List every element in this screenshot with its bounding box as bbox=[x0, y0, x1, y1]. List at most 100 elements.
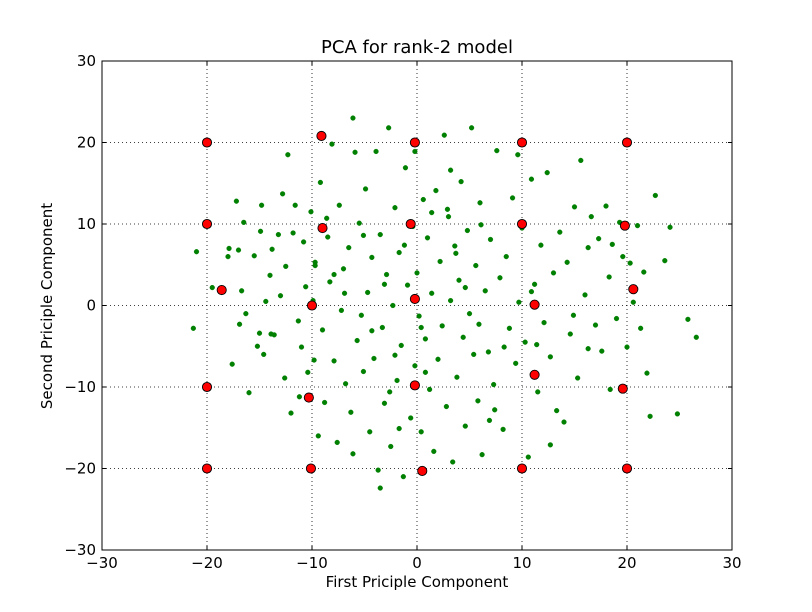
green-point bbox=[613, 315, 620, 322]
green-point bbox=[311, 357, 317, 363]
green-point bbox=[460, 334, 466, 340]
green-point bbox=[312, 262, 318, 269]
green-point bbox=[674, 411, 681, 417]
y-tick-label: 30 bbox=[77, 52, 96, 70]
green-point bbox=[236, 321, 243, 327]
green-point bbox=[441, 132, 447, 138]
y-tick-labels: −30 −20 −10 0 10 20 30 bbox=[64, 52, 96, 559]
green-point bbox=[585, 346, 591, 352]
green-point bbox=[268, 331, 274, 337]
green-point bbox=[547, 442, 553, 448]
green-point bbox=[346, 245, 352, 251]
green-point bbox=[485, 349, 492, 355]
red-point bbox=[529, 299, 540, 310]
green-point bbox=[525, 454, 531, 460]
green-point bbox=[422, 336, 429, 342]
green-point bbox=[356, 220, 362, 226]
green-point bbox=[259, 202, 265, 208]
green-point bbox=[564, 259, 570, 265]
green-point bbox=[458, 179, 464, 185]
green-point bbox=[491, 381, 497, 388]
green-point bbox=[424, 235, 431, 241]
green-point bbox=[241, 219, 247, 225]
green-point bbox=[388, 443, 394, 450]
green-point bbox=[277, 293, 284, 299]
green-point bbox=[620, 254, 626, 260]
green-point bbox=[193, 249, 200, 255]
red-point bbox=[409, 137, 420, 148]
green-point bbox=[401, 242, 408, 248]
green-point bbox=[596, 236, 602, 242]
green-point bbox=[443, 403, 450, 410]
green-point bbox=[685, 316, 691, 322]
green-point bbox=[367, 429, 373, 435]
red-point bbox=[409, 380, 420, 391]
green-point bbox=[582, 292, 588, 298]
green-point bbox=[396, 425, 402, 432]
green-point bbox=[315, 433, 321, 439]
red-point bbox=[305, 463, 317, 474]
green-point bbox=[534, 342, 540, 348]
green-point bbox=[609, 241, 615, 247]
green-point bbox=[235, 247, 242, 253]
green-point bbox=[418, 324, 424, 331]
red-point bbox=[201, 137, 213, 148]
green-point bbox=[362, 186, 369, 192]
green-point bbox=[319, 327, 326, 333]
green-point bbox=[267, 272, 273, 278]
green-point bbox=[261, 351, 267, 358]
green-point bbox=[473, 262, 479, 269]
green-point bbox=[402, 165, 409, 171]
green-point bbox=[283, 263, 289, 269]
green-point bbox=[667, 224, 673, 230]
green-point bbox=[422, 369, 429, 375]
green-point bbox=[487, 236, 494, 243]
green-point bbox=[479, 452, 485, 458]
green-point bbox=[331, 358, 337, 364]
green-point bbox=[452, 243, 458, 249]
green-point bbox=[647, 413, 653, 419]
green-point bbox=[550, 270, 557, 276]
green-point bbox=[348, 409, 354, 415]
green-point bbox=[275, 231, 282, 238]
green-point bbox=[476, 321, 482, 327]
green-point bbox=[392, 205, 398, 211]
red-point bbox=[529, 369, 540, 380]
red-point bbox=[516, 218, 528, 230]
green-point bbox=[433, 187, 439, 194]
green-point bbox=[229, 361, 235, 367]
green-point bbox=[462, 423, 468, 429]
green-point bbox=[437, 258, 443, 265]
green-point bbox=[431, 448, 437, 454]
green-point bbox=[494, 148, 500, 154]
y-tick-label: −30 bbox=[64, 541, 96, 559]
red-point bbox=[201, 463, 213, 474]
green-point bbox=[379, 324, 385, 331]
green-point bbox=[486, 417, 493, 424]
green-point bbox=[334, 439, 340, 446]
green-point bbox=[641, 269, 647, 275]
green-point bbox=[541, 320, 547, 326]
green-point bbox=[478, 222, 484, 228]
green-point bbox=[585, 245, 591, 251]
green-point bbox=[513, 360, 519, 366]
green-point bbox=[662, 258, 668, 264]
red-point bbox=[306, 300, 318, 311]
x-tick-labels: −30 −20 −10 0 10 20 30 bbox=[86, 554, 741, 572]
green-point bbox=[567, 331, 573, 337]
green-point bbox=[634, 223, 641, 229]
green-point bbox=[522, 339, 528, 345]
green-point bbox=[358, 312, 364, 318]
red-point bbox=[417, 465, 428, 476]
x-tick-label: 30 bbox=[722, 554, 741, 572]
green-point bbox=[386, 125, 392, 131]
green-point bbox=[251, 253, 257, 259]
green-point bbox=[509, 195, 516, 201]
green-point bbox=[439, 323, 445, 329]
green-point bbox=[500, 426, 506, 432]
green-point bbox=[336, 202, 342, 208]
green-point bbox=[420, 196, 426, 203]
green-point bbox=[303, 284, 309, 290]
